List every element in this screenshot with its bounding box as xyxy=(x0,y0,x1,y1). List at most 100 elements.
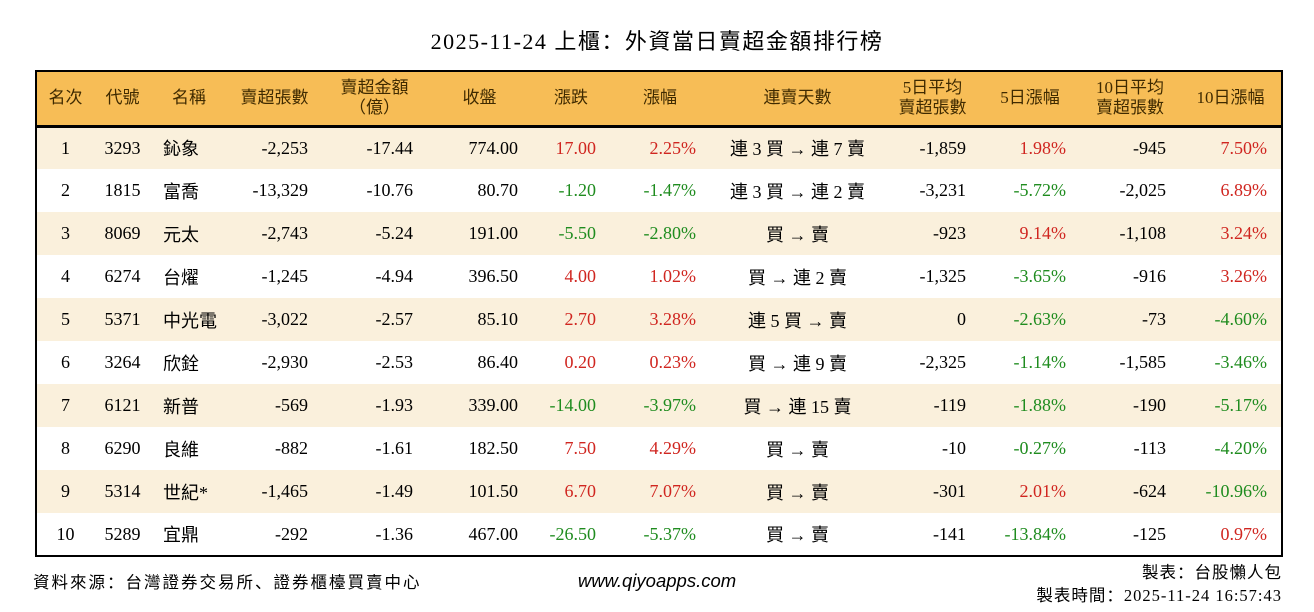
cell-avg5: -1,325 xyxy=(919,266,967,286)
cell-pct10: 3.26% xyxy=(1220,266,1268,286)
cell-pct10: -10.96% xyxy=(1205,481,1268,501)
cell-name: 良維 xyxy=(163,439,199,460)
cell-pct5: -0.27% xyxy=(1013,438,1067,458)
cell-sell-volume: -882 xyxy=(275,438,308,458)
cell-rank: 1 xyxy=(61,137,70,158)
cell-pct5: -1.14% xyxy=(1013,352,1067,372)
page-title: 2025-11-24 上櫃：外資當日賣超金額排行榜 xyxy=(430,29,884,54)
cell-pct10: -3.46% xyxy=(1214,352,1268,372)
cell-sell-volume: -2,930 xyxy=(261,352,309,372)
cell-sell-amount: -4.94 xyxy=(375,266,414,286)
cell-change: -1.20 xyxy=(558,180,597,200)
table-row: 2 1815 富喬 -13,329 -10.76 80.70 -1.20 -1.… xyxy=(36,169,1282,212)
table-header: 名次 代號 名稱 賣超張數 賣超金額 （億） 收盤 漲跌 漲幅 連賣天數 5日平均… xyxy=(36,71,1282,128)
cell-close: 80.70 xyxy=(477,180,519,200)
cell-code: 5314 xyxy=(104,481,141,501)
cell-sell-volume: -2,743 xyxy=(261,223,309,243)
table-row: 4 6274 台燿 -1,245 -4.94 396.50 4.00 1.02%… xyxy=(36,255,1282,298)
cell-avg10: -624 xyxy=(1133,481,1166,501)
cell-pct10: 6.89% xyxy=(1220,180,1268,200)
cell-avg5: -2,325 xyxy=(919,352,967,372)
cell-code: 5371 xyxy=(104,309,141,329)
cell-change-pct: 0.23% xyxy=(649,352,697,372)
cell-pct5: -3.65% xyxy=(1013,266,1067,286)
cell-change: 17.00 xyxy=(555,137,597,158)
cell-avg10: -190 xyxy=(1133,395,1166,415)
cell-name: 新普 xyxy=(163,396,199,417)
cell-rank: 2 xyxy=(61,180,70,200)
cell-pct5: 9.14% xyxy=(1019,223,1067,243)
ranking-table: 名次 代號 名稱 賣超張數 賣超金額 （億） 收盤 漲跌 漲幅 連賣天數 5日平均… xyxy=(35,70,1283,557)
cell-change: 0.20 xyxy=(564,352,597,372)
cell-sell-amount: -1.49 xyxy=(375,481,414,501)
cell-change-pct: 2.25% xyxy=(649,137,697,158)
cell-rank: 3 xyxy=(61,223,70,243)
cell-pct10: 3.24% xyxy=(1220,223,1268,243)
table-body: 1 3293 鈊象 -2,253 -17.44 774.00 17.00 2.2… xyxy=(36,126,1282,556)
cell-avg5: -119 xyxy=(933,395,966,415)
cell-close: 86.40 xyxy=(477,352,519,372)
generated-time-line: 製表時間：2025-11-24 16:57:43 xyxy=(1036,586,1282,606)
cell-name: 欣銓 xyxy=(163,353,199,374)
cell-name: 鈊象 xyxy=(163,139,199,160)
cell-pct10: -4.60% xyxy=(1214,309,1268,329)
cell-rank: 9 xyxy=(61,481,70,501)
cell-sell-amount: -2.57 xyxy=(375,309,414,329)
cell-rank: 10 xyxy=(56,523,75,544)
cell-change: 7.50 xyxy=(564,438,597,458)
cell-sell-volume: -3,022 xyxy=(261,309,309,329)
cell-pct10: -5.17% xyxy=(1214,395,1268,415)
header-sell-amount: 賣超金額 （億） xyxy=(322,71,427,128)
cell-streak: 連 3 買 → 連 7 賣 xyxy=(730,139,865,160)
cell-sell-amount: -1.61 xyxy=(375,438,414,458)
cell-pct5: -2.63% xyxy=(1013,309,1067,329)
header-streak: 連賣天數 xyxy=(710,71,885,128)
table-row: 9 5314 世紀* -1,465 -1.49 101.50 6.70 7.07… xyxy=(36,470,1282,513)
credits: 製表：台股懶人包 製表時間：2025-11-24 16:57:43 xyxy=(1036,561,1282,607)
cell-change-pct: -1.47% xyxy=(643,180,697,200)
header-change-pct: 漲幅 xyxy=(610,71,710,128)
header-pct10: 10日漲幅 xyxy=(1180,71,1282,128)
cell-code: 1815 xyxy=(104,180,141,200)
cell-pct5: -13.84% xyxy=(1004,523,1067,544)
cell-sell-amount: -17.44 xyxy=(366,137,414,158)
cell-change: -14.00 xyxy=(549,395,597,415)
table-row: 3 8069 元太 -2,743 -5.24 191.00 -5.50 -2.8… xyxy=(36,212,1282,255)
cell-avg5: 0 xyxy=(957,309,966,329)
cell-streak: 連 3 買 → 連 2 賣 xyxy=(730,181,865,202)
cell-change-pct: -3.97% xyxy=(643,395,697,415)
cell-sell-amount: -10.76 xyxy=(366,180,414,200)
cell-change: 6.70 xyxy=(564,481,597,501)
cell-rank: 6 xyxy=(61,352,70,372)
cell-rank: 4 xyxy=(61,266,70,286)
cell-sell-volume: -569 xyxy=(275,395,308,415)
cell-streak: 買 → 賣 xyxy=(766,525,829,545)
cell-name: 富喬 xyxy=(163,181,199,202)
cell-close: 774.00 xyxy=(468,137,519,158)
cell-change-pct: 7.07% xyxy=(649,481,697,501)
header-rank: 名次 xyxy=(36,71,94,128)
cell-change: -5.50 xyxy=(558,223,597,243)
cell-avg10: -113 xyxy=(1133,438,1166,458)
table-row: 5 5371 中光電 -3,022 -2.57 85.10 2.70 3.28%… xyxy=(36,298,1282,341)
cell-name: 宜鼎 xyxy=(163,525,199,545)
header-name: 名稱 xyxy=(151,71,227,128)
cell-avg5: -141 xyxy=(933,523,966,544)
table-row: 1 3293 鈊象 -2,253 -17.44 774.00 17.00 2.2… xyxy=(36,126,1282,169)
author-line: 製表：台股懶人包 xyxy=(1142,563,1282,582)
cell-change: 4.00 xyxy=(564,266,597,286)
cell-change-pct: -5.37% xyxy=(643,523,697,544)
cell-pct10: 0.97% xyxy=(1220,523,1268,544)
cell-streak: 買 → 賣 xyxy=(766,482,829,503)
table-row: 8 6290 良維 -882 -1.61 182.50 7.50 4.29% 買… xyxy=(36,427,1282,470)
table-row: 7 6121 新普 -569 -1.93 339.00 -14.00 -3.97… xyxy=(36,384,1282,427)
cell-sell-amount: -2.53 xyxy=(375,352,414,372)
cell-close: 182.50 xyxy=(468,438,519,458)
cell-close: 85.10 xyxy=(477,309,519,329)
table-row: 6 3264 欣銓 -2,930 -2.53 86.40 0.20 0.23% … xyxy=(36,341,1282,384)
cell-name: 台燿 xyxy=(163,267,199,288)
cell-avg10: -2,025 xyxy=(1119,180,1167,200)
cell-avg5: -923 xyxy=(933,223,966,243)
cell-avg5: -301 xyxy=(933,481,966,501)
cell-change-pct: 4.29% xyxy=(649,438,697,458)
